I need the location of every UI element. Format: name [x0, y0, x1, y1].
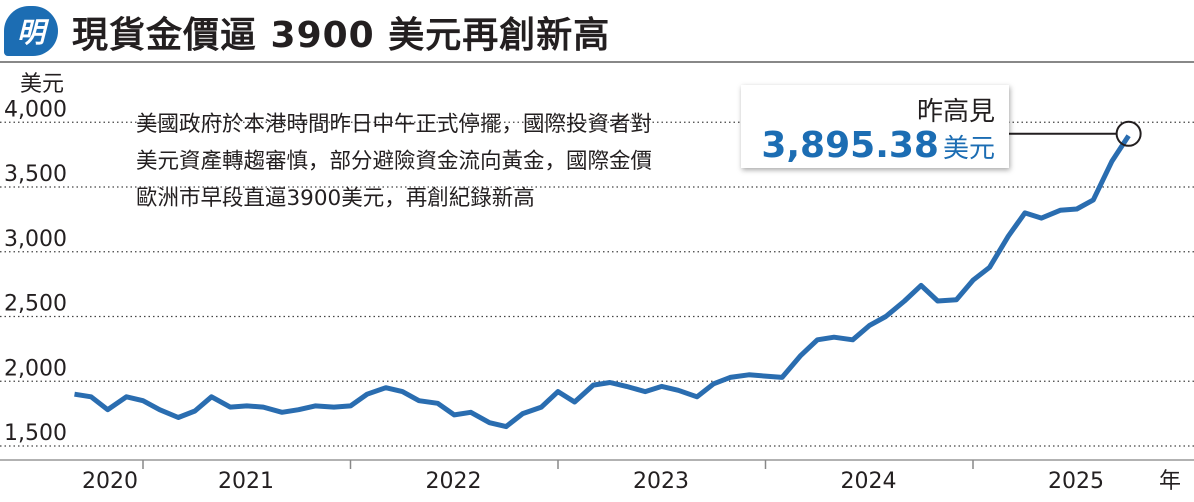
x-axis-unit: 年 [1159, 469, 1181, 494]
y-tick-label: 2,000 [4, 356, 67, 381]
annotation-text: 美國政府於本港時間昨日中午正式停擺，國際投資者對美元資產轉趨審慎，部分避險資金流… [136, 112, 653, 211]
x-tick-label: 2020 [82, 469, 138, 494]
x-tick-label: 2024 [841, 469, 897, 494]
x-tick-label: 2023 [633, 469, 689, 494]
high-marker-circle [1115, 120, 1142, 147]
y-tick-label: 3,000 [4, 227, 67, 252]
callout-label: 昨高見 [916, 97, 995, 127]
high-callout: 昨高見 3,895.38 美元 [741, 85, 1009, 168]
y-tick-label: 1,500 [4, 421, 67, 446]
y-tick-label: 4,000 [4, 97, 67, 122]
y-tick-label: 2,500 [4, 292, 67, 317]
title-divider [0, 61, 1194, 63]
gold-price-line [74, 134, 1131, 430]
callout-value: 3,895.38 [761, 125, 939, 166]
x-tick-label: 2021 [218, 469, 274, 494]
ming-pao-logo: 明 [4, 6, 58, 56]
chart-title: 現貨金價逼 3900 美元再創新高 [72, 15, 611, 56]
callout-unit: 美元 [942, 134, 995, 164]
y-tick-label: 3,500 [4, 162, 67, 187]
x-tick-label: 2022 [426, 469, 482, 494]
x-tick-label: 2025 [1048, 469, 1104, 494]
y-axis-unit: 美元 [20, 72, 65, 97]
